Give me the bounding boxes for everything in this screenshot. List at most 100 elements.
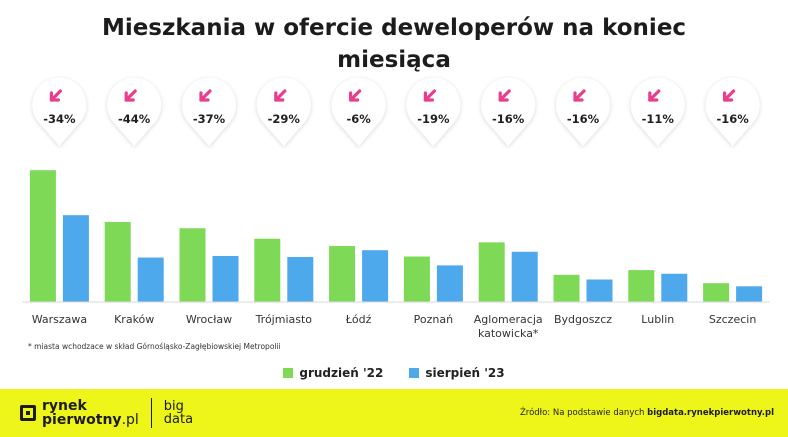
x-tick-label-5: Poznań bbox=[414, 313, 453, 326]
source-link[interactable]: bigdata.rynekpierwotny.pl bbox=[647, 408, 774, 418]
x-tick-label-2: Wrocław bbox=[186, 313, 232, 326]
change-badge-shape-8 bbox=[630, 77, 685, 146]
x-axis-labels: Warszawa Kraków Wrocław Trójmiasto Łódź Pozna… bbox=[32, 313, 757, 340]
change-value-5: -19% bbox=[417, 112, 450, 126]
bar-sierpien-1 bbox=[137, 257, 164, 302]
change-badge-shape-5 bbox=[406, 77, 461, 146]
bigdata-line-1: big bbox=[163, 399, 184, 414]
bar-sierpien-4 bbox=[362, 250, 389, 302]
change-badge-2: -37% bbox=[182, 77, 236, 146]
change-badge-0: -34% bbox=[32, 77, 87, 146]
bar-grudzien-0 bbox=[29, 170, 56, 302]
change-value-3: -29% bbox=[268, 112, 301, 126]
arrow-down-left-icon bbox=[573, 89, 586, 102]
footnote: * miasta wchodzace w skład Górnośląsko-Z… bbox=[28, 342, 281, 351]
source-prefix: Źródło: Na podstawie danych bbox=[519, 408, 645, 418]
change-value-1: -44% bbox=[118, 112, 151, 126]
bar-grudzien-1 bbox=[104, 221, 131, 302]
logo-icon bbox=[20, 405, 36, 421]
change-badge-5: -19% bbox=[406, 77, 461, 146]
brand-divider bbox=[150, 398, 152, 428]
bar-sierpien-2 bbox=[212, 255, 239, 302]
arrow-down-left-icon bbox=[648, 89, 661, 102]
brand-wordmark: rynek pierwotny.pl bbox=[42, 399, 139, 427]
bar-grudzien-4 bbox=[329, 246, 356, 302]
change-badge-shape-1 bbox=[107, 77, 162, 146]
change-badges: -34% -44% -37% -29% -6% -19% -16% -16% -11% -16% bbox=[32, 77, 760, 146]
bigdata-line-2: data bbox=[163, 412, 194, 427]
change-value-8: -11% bbox=[642, 112, 675, 126]
change-value-4: -6% bbox=[346, 112, 371, 126]
legend-item-sierpien: sierpień '23 bbox=[409, 366, 505, 380]
source-text: Źródło: Na podstawie danych bigdata.ryne… bbox=[520, 408, 774, 418]
arrow-down-left-icon bbox=[199, 89, 212, 102]
x-tick-label-6-line-1: katowicka* bbox=[478, 327, 539, 340]
change-badge-9: -16% bbox=[705, 77, 760, 146]
arrow-down-left-icon bbox=[124, 89, 137, 102]
chart-title: Mieszkania w ofercie deweloperów na koni… bbox=[0, 12, 788, 76]
bar-sierpien-8 bbox=[661, 273, 688, 302]
brand-logo[interactable]: rynek pierwotny.pl big data bbox=[20, 398, 193, 428]
change-badge-shape-6 bbox=[481, 77, 536, 146]
arrow-down-left-icon bbox=[722, 89, 736, 102]
change-badge-3: -29% bbox=[256, 77, 311, 146]
change-badge-shape-2 bbox=[182, 77, 236, 146]
x-tick-label-8: Lublin bbox=[641, 313, 674, 326]
change-badge-shape-3 bbox=[256, 77, 311, 146]
legend-swatch-grudzien bbox=[283, 368, 294, 378]
bar-sierpien-7 bbox=[586, 279, 613, 302]
bar-sierpien-5 bbox=[436, 265, 463, 302]
change-badge-6: -16% bbox=[481, 77, 536, 146]
chart-legend: grudzień '22 sierpień '23 bbox=[0, 366, 788, 380]
bar-grudzien-2 bbox=[179, 228, 206, 302]
x-tick-label-6-line-0: Aglomeracja bbox=[474, 313, 543, 326]
brand-line-2-bold: pierwotny bbox=[42, 412, 122, 428]
chart-title-line-2: miesiąca bbox=[337, 47, 451, 73]
change-badge-shape-9 bbox=[705, 77, 760, 146]
change-badge-shape-0 bbox=[32, 77, 87, 146]
x-tick-label-0: Warszawa bbox=[32, 313, 87, 326]
bar-sierpien-0 bbox=[62, 215, 89, 302]
bar-grudzien-3 bbox=[254, 238, 281, 302]
bar-grudzien-6 bbox=[478, 242, 505, 302]
legend-item-grudzien: grudzień '22 bbox=[283, 366, 383, 380]
change-value-0: -34% bbox=[43, 112, 76, 126]
change-value-2: -37% bbox=[193, 112, 226, 126]
change-badge-1: -44% bbox=[107, 77, 162, 146]
change-badge-8: -11% bbox=[630, 77, 685, 146]
bar-chart: -34% -44% -37% -29% -6% -19% -16% -16% -11% -16% … bbox=[22, 77, 770, 340]
brand-line-1: rynek bbox=[42, 398, 87, 414]
change-value-6: -16% bbox=[492, 112, 525, 126]
arrow-down-left-icon bbox=[274, 89, 287, 102]
change-badge-7: -16% bbox=[556, 77, 610, 146]
bar-sierpien-3 bbox=[287, 257, 314, 302]
bar-grudzien-8 bbox=[628, 270, 655, 302]
legend-label-sierpien: sierpień '23 bbox=[425, 366, 505, 380]
brand-line-2: pierwotny.pl bbox=[42, 413, 139, 427]
change-badge-shape-4 bbox=[331, 77, 386, 146]
bar-grudzien-9 bbox=[703, 283, 730, 302]
brand-line-2-light: .pl bbox=[121, 412, 139, 428]
bigdata-wordmark: big data bbox=[164, 400, 193, 426]
x-tick-label-7: Bydgoszcz bbox=[554, 313, 612, 326]
legend-swatch-sierpien bbox=[409, 368, 420, 378]
arrow-down-left-icon bbox=[423, 89, 436, 102]
footer-bar: rynek pierwotny.pl big data Źródło: Na p… bbox=[0, 389, 788, 437]
x-tick-label-9: Szczecin bbox=[709, 313, 756, 326]
chart-bars bbox=[29, 170, 763, 302]
x-tick-label-4: Łódź bbox=[345, 313, 372, 326]
arrow-down-left-icon bbox=[498, 89, 511, 102]
bar-sierpien-9 bbox=[736, 286, 763, 302]
chart-title-line-1: Mieszkania w ofercie deweloperów na koni… bbox=[101, 15, 687, 41]
bar-sierpien-6 bbox=[511, 251, 538, 302]
change-value-9: -16% bbox=[716, 112, 749, 126]
legend-label-grudzien: grudzień '22 bbox=[299, 366, 384, 380]
change-value-7: -16% bbox=[567, 112, 600, 126]
change-badge-4: -6% bbox=[331, 77, 386, 146]
arrow-down-left-icon bbox=[349, 89, 362, 102]
change-badge-shape-7 bbox=[556, 77, 610, 146]
x-tick-label-1: Kraków bbox=[114, 313, 154, 326]
arrow-down-left-icon bbox=[49, 89, 63, 102]
bar-grudzien-5 bbox=[403, 256, 430, 302]
x-tick-label-3: Trójmiasto bbox=[255, 313, 313, 326]
